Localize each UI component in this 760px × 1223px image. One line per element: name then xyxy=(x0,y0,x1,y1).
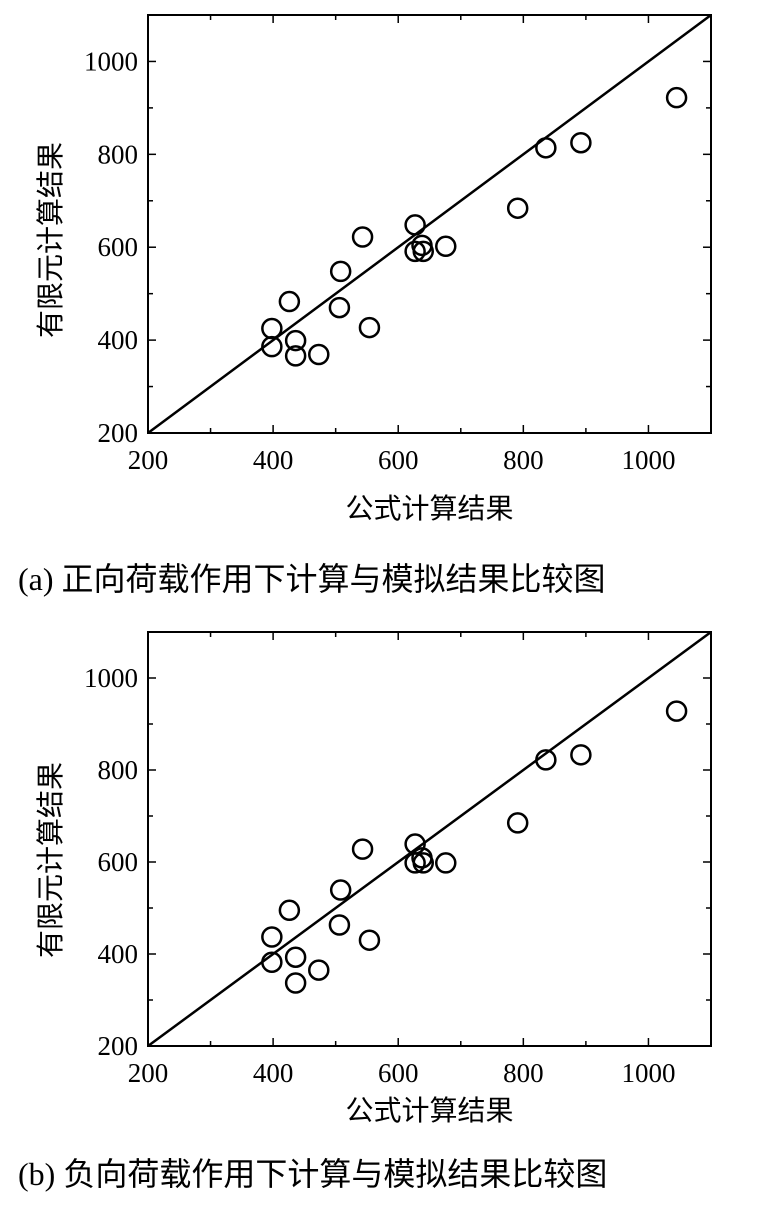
data-point xyxy=(261,926,283,948)
data-point xyxy=(329,260,352,283)
y-tick-label: 800 xyxy=(98,139,139,169)
data-point xyxy=(278,290,301,313)
data-point xyxy=(435,852,457,874)
chart-panel-a: 200 400 600 800 1000 200 400 600 800 1000 公式计算结果 有限… xyxy=(18,13,712,597)
x-tick-label: 200 xyxy=(128,445,169,475)
x-tick-label: 800 xyxy=(503,445,544,475)
data-point xyxy=(412,852,434,874)
x-axis-label: 公式计算结果 xyxy=(345,493,513,525)
data-point xyxy=(328,914,351,936)
figure-caption: (b) 负向荷载作用下计算与模拟结果比较图 xyxy=(18,1156,607,1192)
data-point xyxy=(261,317,283,340)
x-axis-label: 公式计算结果 xyxy=(345,1095,513,1127)
chart-panel-b: 200 400 600 800 1000 200 400 600 800 1000 公式计算结果 有限… xyxy=(18,630,712,1192)
y-axis-label: 有限元计算结果 xyxy=(35,142,67,338)
y-axis-label: 有限元计算结果 xyxy=(35,762,67,958)
y-tick-label: 400 xyxy=(98,939,139,969)
data-point xyxy=(358,929,381,951)
x-tick-label: 1000 xyxy=(621,1058,675,1088)
data-point xyxy=(404,852,426,874)
x-tick-label: 400 xyxy=(253,445,294,475)
x-tick-label: 200 xyxy=(128,1058,169,1088)
data-point xyxy=(535,749,557,771)
data-point xyxy=(506,812,529,834)
reference-line xyxy=(147,13,712,435)
data-point xyxy=(358,316,381,339)
x-tick-label: 1000 xyxy=(621,445,675,475)
y-tick-label: 600 xyxy=(98,847,139,877)
data-point xyxy=(261,951,283,974)
reference-line xyxy=(147,630,712,1048)
data-point xyxy=(435,235,457,258)
data-point xyxy=(570,744,592,766)
data-point xyxy=(535,137,557,159)
data-point xyxy=(308,343,330,366)
data-point xyxy=(570,131,592,154)
figure-caption: (a) 正向荷载作用下计算与模拟结果比较图 xyxy=(18,561,606,597)
data-point xyxy=(284,345,307,367)
data-point xyxy=(665,700,688,722)
data-point xyxy=(284,972,307,994)
data-point xyxy=(351,838,374,860)
y-tick-label: 1000 xyxy=(84,46,138,76)
x-tick-label: 800 xyxy=(503,1058,544,1088)
y-tick-label: 1000 xyxy=(84,663,138,693)
y-tick-label: 400 xyxy=(98,325,139,355)
data-point xyxy=(351,226,374,248)
data-point xyxy=(665,86,688,109)
x-tick-label: 600 xyxy=(378,445,419,475)
data-point xyxy=(284,329,307,352)
data-point xyxy=(261,335,283,358)
data-point xyxy=(404,240,426,263)
data-point xyxy=(506,197,529,219)
data-point xyxy=(329,879,352,901)
data-point xyxy=(278,899,301,922)
data-point xyxy=(328,296,351,319)
y-tick-label: 200 xyxy=(98,1031,139,1061)
plot-frame xyxy=(147,14,712,434)
data-point xyxy=(412,240,434,263)
data-point xyxy=(308,959,330,981)
x-tick-label: 400 xyxy=(253,1058,294,1088)
y-tick-label: 600 xyxy=(98,232,139,262)
plot-frame xyxy=(147,631,712,1047)
data-point xyxy=(404,214,426,236)
data-point xyxy=(284,946,307,968)
y-tick-label: 800 xyxy=(98,755,139,785)
x-tick-label: 600 xyxy=(378,1058,419,1088)
y-tick-label: 200 xyxy=(98,418,139,448)
